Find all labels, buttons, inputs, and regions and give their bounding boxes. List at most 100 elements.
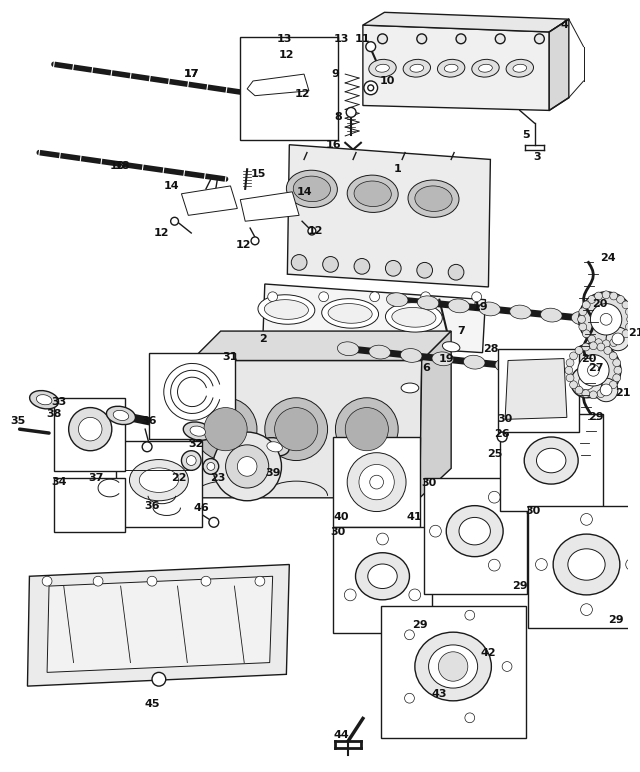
Circle shape	[502, 662, 512, 672]
Bar	[149, 353, 236, 439]
Circle shape	[417, 262, 433, 278]
Circle shape	[42, 576, 52, 586]
Circle shape	[575, 386, 583, 394]
Text: 33: 33	[51, 397, 67, 407]
Text: 14: 14	[296, 187, 312, 197]
Bar	[381, 606, 525, 738]
Text: 23: 23	[210, 473, 225, 483]
Circle shape	[237, 456, 257, 476]
Circle shape	[417, 34, 427, 44]
Circle shape	[565, 367, 573, 374]
Polygon shape	[363, 12, 569, 32]
Circle shape	[582, 343, 589, 351]
Circle shape	[370, 476, 383, 489]
Circle shape	[488, 491, 500, 503]
Circle shape	[588, 335, 596, 343]
Circle shape	[626, 559, 637, 571]
Ellipse shape	[29, 391, 59, 409]
Circle shape	[580, 513, 593, 525]
Circle shape	[465, 713, 475, 723]
Ellipse shape	[385, 303, 442, 332]
Circle shape	[438, 652, 468, 681]
Ellipse shape	[354, 181, 391, 207]
Circle shape	[604, 347, 612, 354]
Ellipse shape	[369, 59, 396, 77]
Text: 12: 12	[278, 49, 294, 59]
Circle shape	[323, 256, 339, 273]
Circle shape	[182, 451, 201, 470]
Ellipse shape	[415, 632, 492, 701]
Ellipse shape	[392, 307, 436, 327]
Ellipse shape	[401, 348, 422, 362]
Polygon shape	[263, 284, 486, 353]
Circle shape	[79, 418, 102, 441]
Text: 9: 9	[332, 69, 339, 79]
Circle shape	[575, 347, 583, 354]
Text: 13: 13	[276, 34, 292, 44]
Circle shape	[488, 559, 500, 571]
Circle shape	[600, 313, 612, 325]
Circle shape	[347, 452, 406, 512]
Text: 1: 1	[394, 164, 401, 174]
Bar	[500, 415, 603, 510]
Ellipse shape	[183, 422, 212, 440]
Polygon shape	[420, 331, 451, 498]
Circle shape	[255, 576, 265, 586]
Circle shape	[534, 34, 545, 44]
Ellipse shape	[463, 355, 485, 369]
Circle shape	[225, 445, 269, 488]
Circle shape	[213, 432, 282, 501]
Circle shape	[606, 327, 630, 350]
Circle shape	[268, 292, 278, 302]
Circle shape	[147, 576, 157, 586]
Text: 36: 36	[141, 416, 157, 426]
Text: 24: 24	[600, 252, 616, 262]
Circle shape	[536, 559, 547, 571]
Text: 12: 12	[154, 228, 170, 238]
Bar	[116, 441, 202, 527]
Ellipse shape	[368, 564, 397, 588]
Circle shape	[622, 301, 630, 309]
Circle shape	[404, 693, 414, 703]
Text: 35: 35	[10, 416, 25, 426]
Bar	[333, 437, 420, 527]
Circle shape	[344, 589, 356, 601]
Ellipse shape	[479, 302, 500, 316]
Circle shape	[625, 308, 634, 316]
Text: 4: 4	[560, 20, 568, 30]
Polygon shape	[505, 358, 567, 419]
Circle shape	[308, 227, 316, 235]
Text: 18: 18	[110, 161, 125, 171]
Circle shape	[579, 292, 634, 347]
Circle shape	[275, 408, 318, 451]
Ellipse shape	[527, 362, 548, 376]
Text: 7: 7	[457, 326, 465, 336]
Circle shape	[595, 378, 618, 401]
Text: 12: 12	[308, 226, 324, 236]
Ellipse shape	[509, 305, 531, 319]
Circle shape	[595, 292, 602, 300]
Ellipse shape	[572, 311, 593, 325]
Polygon shape	[240, 191, 299, 222]
Circle shape	[448, 264, 464, 280]
Ellipse shape	[328, 303, 372, 323]
Text: 30: 30	[421, 478, 436, 488]
Text: 29: 29	[412, 621, 428, 630]
Circle shape	[622, 330, 630, 337]
Ellipse shape	[264, 300, 308, 320]
Circle shape	[251, 237, 259, 245]
Polygon shape	[189, 361, 422, 498]
Circle shape	[604, 386, 612, 394]
Circle shape	[409, 589, 420, 601]
Bar	[54, 398, 125, 472]
Ellipse shape	[36, 394, 52, 405]
Text: 12: 12	[236, 240, 251, 250]
Ellipse shape	[553, 534, 620, 595]
Ellipse shape	[495, 359, 516, 372]
Text: 3: 3	[534, 151, 541, 161]
Circle shape	[570, 352, 577, 360]
Circle shape	[368, 85, 374, 91]
Circle shape	[521, 371, 548, 399]
Text: 42: 42	[481, 648, 496, 658]
Ellipse shape	[356, 553, 410, 600]
